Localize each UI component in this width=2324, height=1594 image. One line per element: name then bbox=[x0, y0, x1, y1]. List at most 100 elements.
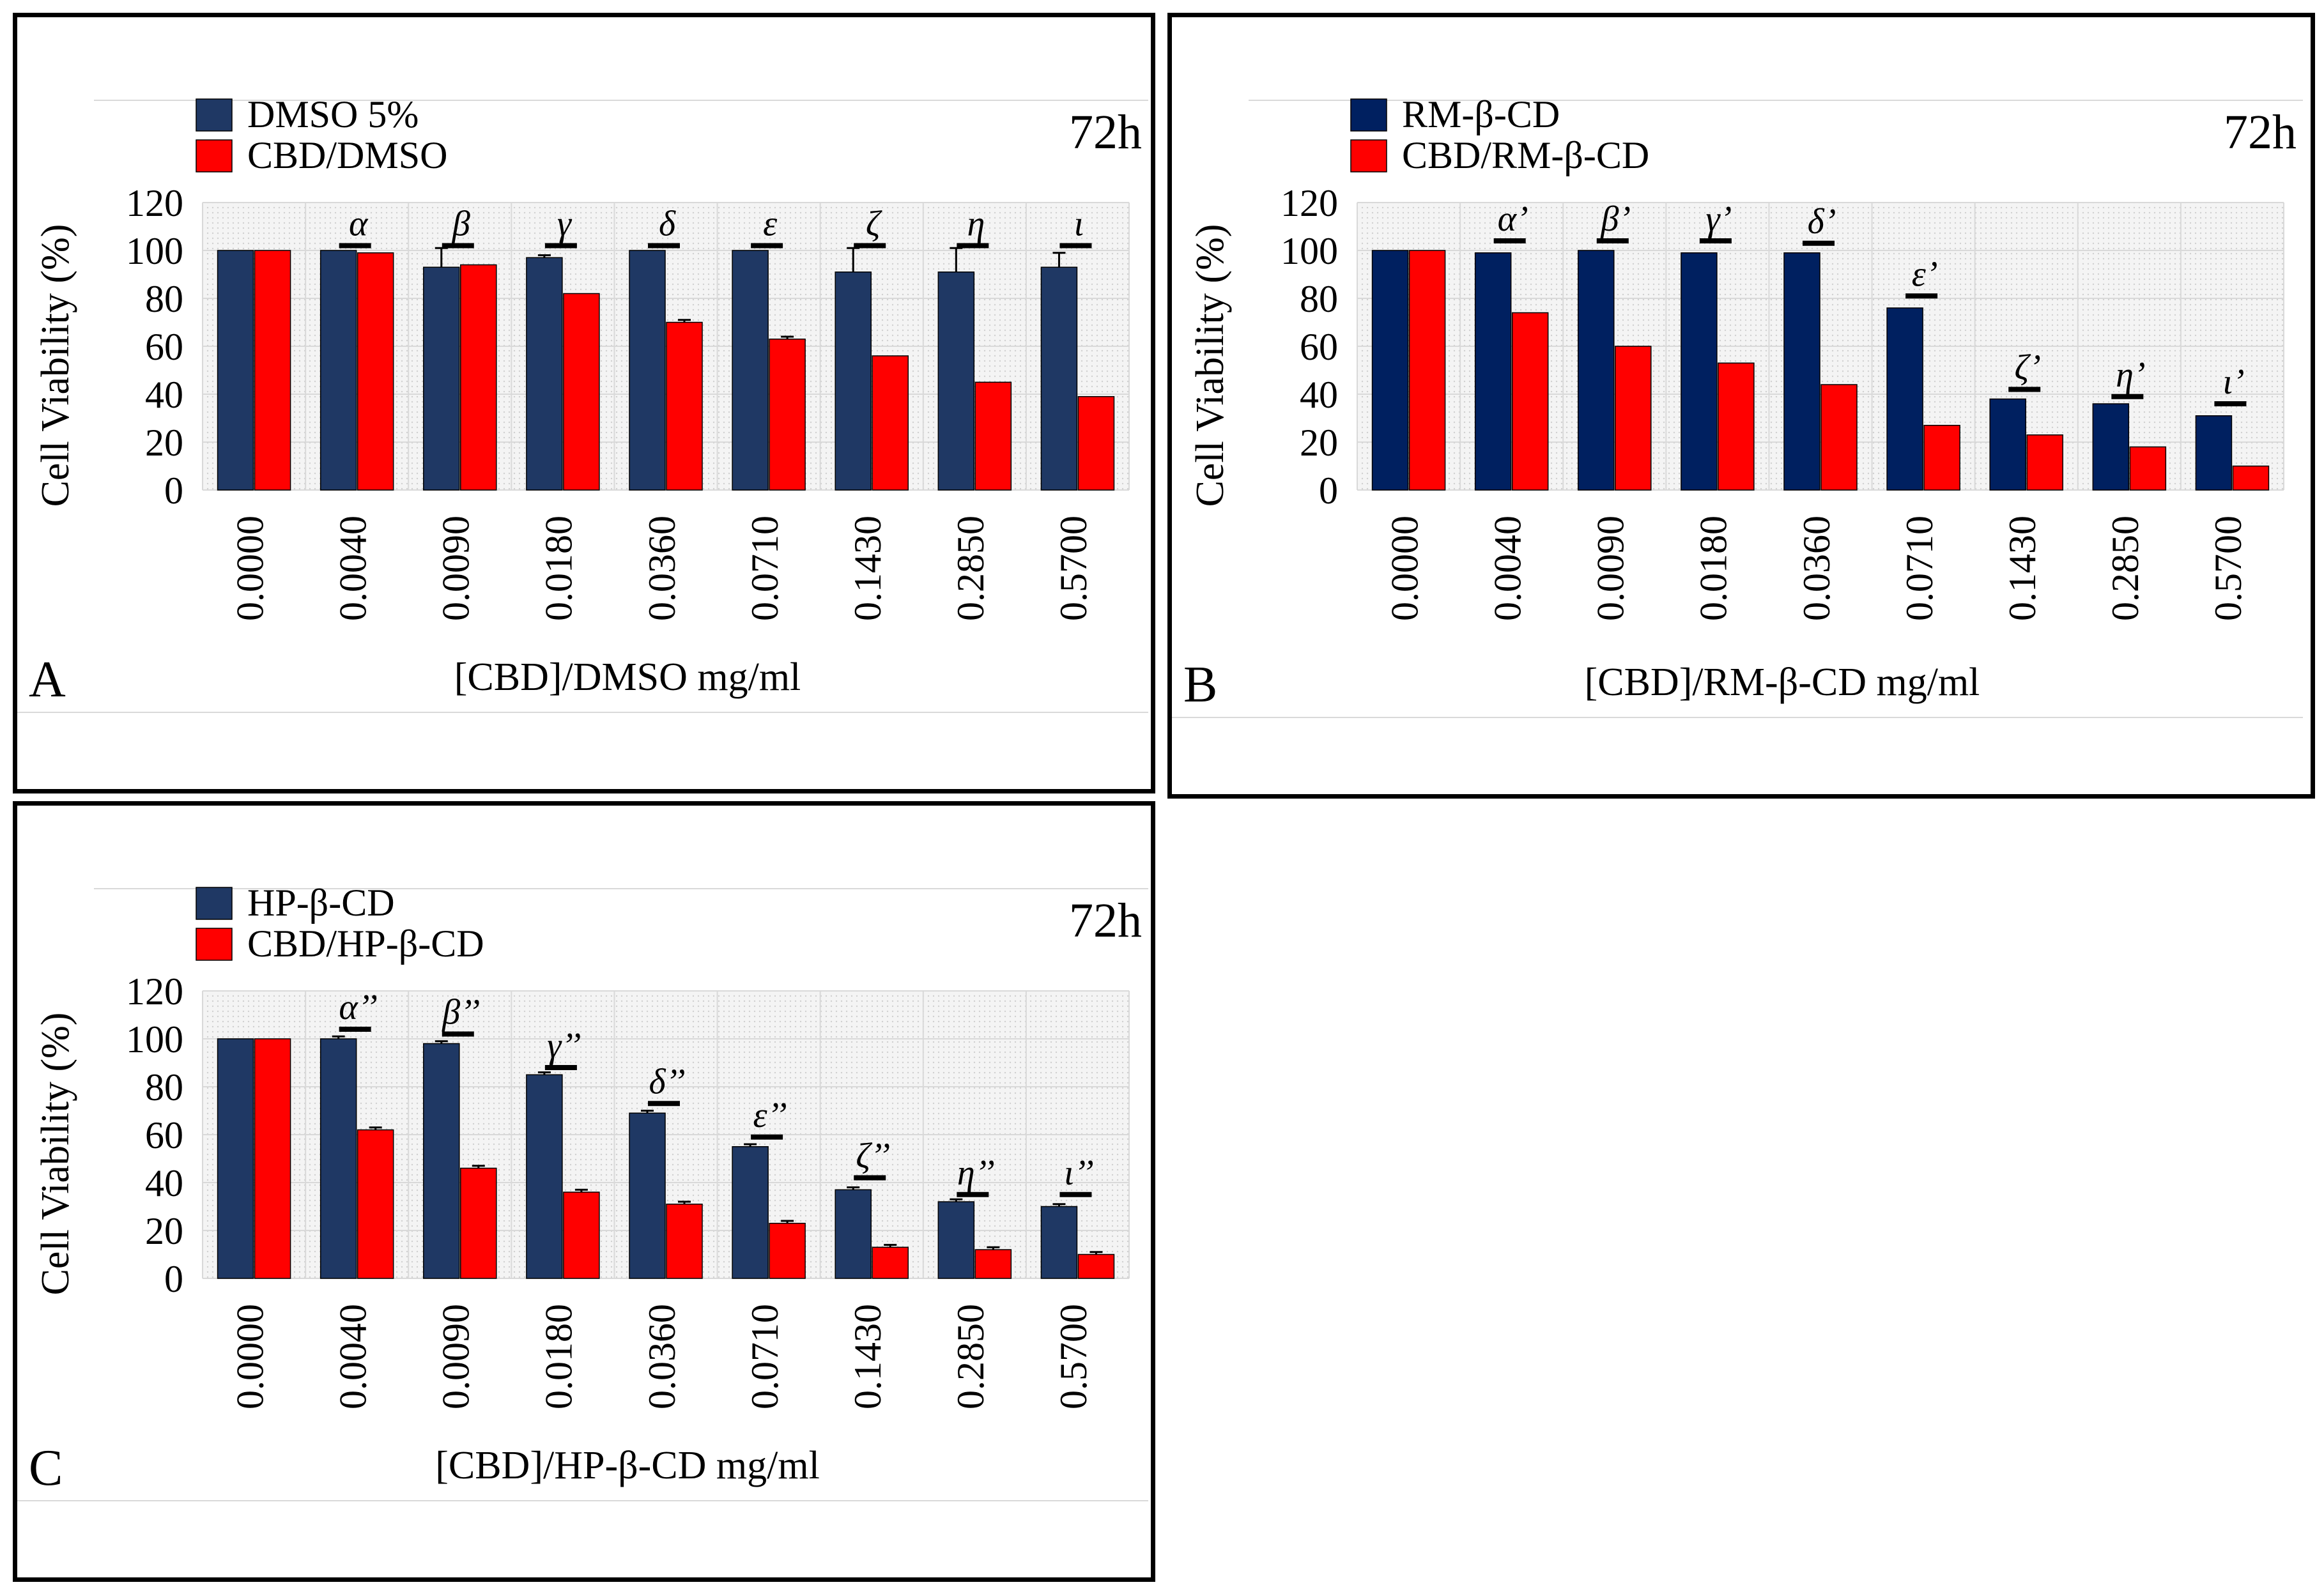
bar-cbd bbox=[666, 1204, 703, 1279]
x-tick-label: 0.0000 bbox=[229, 1304, 271, 1409]
bar-vehicle bbox=[526, 1074, 563, 1279]
significance-label: γ bbox=[557, 204, 573, 244]
y-tick-label: 80 bbox=[1300, 278, 1338, 320]
legend-swatch-cbd bbox=[1350, 139, 1387, 172]
y-tick-label: 120 bbox=[126, 182, 183, 224]
x-tick-label: 0.0090 bbox=[435, 1304, 477, 1409]
significance-label: α’’ bbox=[339, 988, 377, 1027]
bar-vehicle bbox=[319, 1038, 357, 1279]
bar-vehicle bbox=[1040, 266, 1078, 491]
y-tick-label: 0 bbox=[164, 1258, 183, 1300]
x-tick-label: 0.1430 bbox=[847, 1304, 889, 1409]
bar-cbd bbox=[769, 1223, 806, 1279]
legend-swatch-vehicle bbox=[196, 98, 233, 132]
bar-cbd bbox=[254, 1038, 291, 1279]
bar-vehicle bbox=[423, 266, 460, 491]
x-tick-label: 0.0360 bbox=[1796, 516, 1838, 621]
bar-vehicle bbox=[937, 272, 975, 491]
bar-vehicle bbox=[835, 1189, 872, 1279]
x-tick-label: 0.0360 bbox=[641, 516, 683, 621]
bar-cbd bbox=[2232, 465, 2270, 491]
significance-label: γ’ bbox=[1706, 199, 1732, 239]
y-tick-label: 0 bbox=[164, 470, 183, 512]
bar-vehicle bbox=[526, 257, 563, 491]
significance-label: α bbox=[349, 204, 369, 244]
x-axis-label: [CBD]/RM-β-CD mg/ml bbox=[1585, 661, 1980, 704]
bar-cbd bbox=[1077, 396, 1115, 491]
bar-vehicle bbox=[423, 1043, 460, 1279]
bar-cbd bbox=[460, 1167, 497, 1279]
significance-label: β’ bbox=[1601, 199, 1631, 239]
y-tick-label: 60 bbox=[1300, 326, 1338, 368]
significance-label: δ’’ bbox=[649, 1062, 685, 1101]
x-tick-label: 0.0710 bbox=[744, 516, 786, 621]
significance-label: ζ’ bbox=[2015, 348, 2041, 388]
significance-label: ε bbox=[763, 204, 778, 244]
legend-label-cbd: CBD/DMSO bbox=[247, 134, 447, 176]
x-tick-label: 0.2850 bbox=[950, 1304, 992, 1409]
legend-swatch-cbd bbox=[196, 928, 233, 961]
legend-swatch-vehicle bbox=[1350, 98, 1387, 132]
significance-label: γ’’ bbox=[547, 1026, 581, 1066]
x-tick-label: 0.5700 bbox=[1052, 516, 1095, 621]
x-tick-label: 0.0090 bbox=[1590, 516, 1632, 621]
chart-panel-c: 0 20 40 60 80 100 120 0.0000 α’’ 0.0040 β’’ 0.0090 γ… bbox=[13, 801, 1155, 1582]
x-tick-label: 0.0710 bbox=[744, 1304, 786, 1409]
bar-vehicle bbox=[217, 250, 254, 491]
y-tick-label: 80 bbox=[145, 278, 183, 320]
x-tick-label: 0.0180 bbox=[538, 1304, 580, 1409]
y-tick-label: 100 bbox=[126, 1018, 183, 1061]
significance-label: α’ bbox=[1498, 199, 1528, 239]
bar-cbd bbox=[872, 1246, 909, 1279]
y-axis-label: Cell Viability (%) bbox=[1189, 224, 1232, 507]
legend-label-vehicle: HP-β-CD bbox=[247, 882, 395, 924]
bar-vehicle bbox=[1989, 398, 2026, 491]
chart-b-svg: 0 20 40 60 80 100 120 0.0000 α’ 0.0040 β’ 0.0090 γ’ 0… bbox=[1172, 93, 2303, 718]
legend-label-cbd: CBD/HP-β-CD bbox=[247, 923, 484, 965]
x-tick-label: 0.0000 bbox=[1383, 516, 1426, 621]
panel-letter: C bbox=[29, 1440, 63, 1496]
bar-cbd bbox=[357, 252, 394, 491]
bar-cbd bbox=[1615, 346, 1652, 491]
bar-vehicle bbox=[2195, 415, 2233, 491]
x-tick-label: 0.0710 bbox=[1898, 516, 1941, 621]
x-axis-label: [CBD]/DMSO mg/ml bbox=[454, 655, 801, 699]
bar-cbd bbox=[769, 339, 806, 491]
significance-label: ι’’ bbox=[1064, 1153, 1094, 1193]
time-label: 72h bbox=[2224, 105, 2297, 159]
bar-cbd bbox=[1511, 312, 1549, 491]
y-tick-label: 20 bbox=[1300, 422, 1338, 464]
x-tick-label: 0.0180 bbox=[538, 516, 580, 621]
x-tick-label: 0.0090 bbox=[435, 516, 477, 621]
bar-vehicle bbox=[217, 1038, 254, 1279]
y-tick-label: 100 bbox=[1281, 230, 1338, 272]
significance-label: δ’ bbox=[1808, 202, 1836, 241]
bar-vehicle bbox=[629, 1112, 666, 1279]
significance-label: δ bbox=[659, 204, 676, 244]
significance-label: ε’ bbox=[1912, 254, 1938, 294]
x-tick-label: 0.0360 bbox=[641, 1304, 683, 1409]
bar-cbd bbox=[872, 355, 909, 491]
y-tick-label: 120 bbox=[1281, 182, 1338, 224]
significance-label: ι’ bbox=[2222, 362, 2244, 402]
significance-label: β bbox=[452, 204, 470, 244]
y-tick-label: 40 bbox=[1300, 374, 1338, 416]
chart-panel-b: 0 20 40 60 80 100 120 0.0000 α’ 0.0040 β’ 0.0090 γ’ 0… bbox=[1167, 13, 2315, 799]
bar-cbd bbox=[563, 1192, 600, 1279]
y-tick-label: 0 bbox=[1319, 470, 1338, 512]
bar-cbd bbox=[1408, 250, 1446, 491]
chart-a-svg: 0 20 40 60 80 100 120 0.0000 α 0.0040 β 0.0090 γ 0.01… bbox=[17, 93, 1148, 713]
x-tick-label: 0.5700 bbox=[2207, 516, 2249, 621]
y-tick-label: 100 bbox=[126, 230, 183, 272]
bar-vehicle bbox=[937, 1201, 975, 1279]
legend-swatch-vehicle bbox=[196, 887, 233, 920]
significance-label: η bbox=[967, 204, 985, 244]
x-tick-label: 0.0040 bbox=[332, 516, 374, 621]
y-axis-label: Cell Viability (%) bbox=[34, 1013, 77, 1296]
y-tick-label: 80 bbox=[145, 1066, 183, 1108]
bar-vehicle bbox=[1040, 1206, 1078, 1279]
x-axis-label: [CBD]/HP-β-CD mg/ml bbox=[435, 1444, 820, 1487]
y-axis-label: Cell Viability (%) bbox=[34, 224, 77, 507]
significance-label: η’ bbox=[2116, 355, 2145, 395]
bar-cbd bbox=[1820, 384, 1858, 491]
